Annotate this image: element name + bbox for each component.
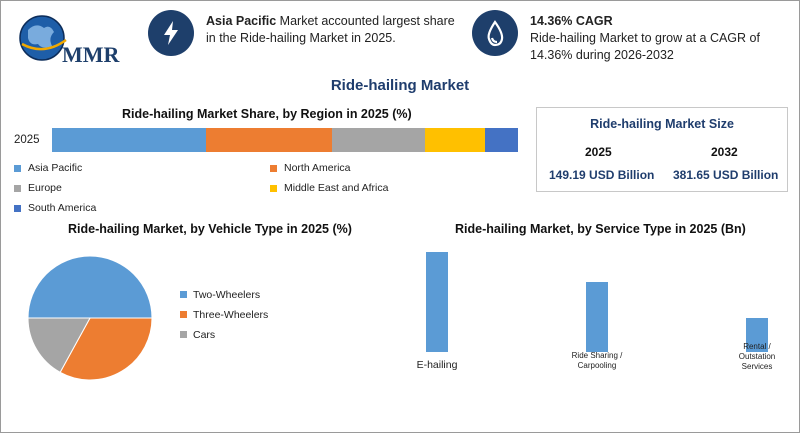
mmr-logo: MMR <box>14 10 129 72</box>
market-size-year-2025: 2025 <box>585 145 612 159</box>
region-year-label: 2025 <box>14 134 40 146</box>
market-size-value-2025: 149.19 USD Billion <box>549 168 655 182</box>
market-size-year-2032: 2032 <box>711 145 738 159</box>
region-legend-middle-east-and-africa: Middle East and Africa <box>270 182 388 194</box>
highlight-region-text: Asia Pacific Market accounted largest sh… <box>206 13 466 47</box>
highlight-cagr-text: 14.36% CAGR Ride-hailing Market to grow a… <box>530 13 790 64</box>
market-size-title: Ride-hailing Market Size <box>590 117 734 131</box>
legend-label: Asia Pacific <box>28 162 83 174</box>
highlight-region-bold: Asia Pacific <box>206 14 277 28</box>
highlight-cagr: 14.36% CAGR Ride-hailing Market to grow a… <box>472 10 792 62</box>
region-segment-asia-pacific <box>52 128 206 152</box>
region-stacked-bar <box>52 128 518 152</box>
market-size-value-2032: 381.65 USD Billion <box>673 168 779 182</box>
drop-icon <box>472 10 518 56</box>
legend-label: South America <box>28 202 97 214</box>
highlight-cagr-body: Ride-hailing Market to grow at a CAGR of… <box>530 31 760 62</box>
region-legend-europe: Europe <box>14 182 62 194</box>
legend-swatch <box>14 184 21 192</box>
region-chart-title: Ride-hailing Market Share, by Region in … <box>122 107 412 121</box>
main-title: Ride-hailing Market <box>330 77 470 94</box>
market-size-box: Ride-hailing Market Size 2025 2032 149.1… <box>536 107 788 192</box>
region-segment-europe <box>331 128 425 152</box>
legend-swatch <box>270 184 277 192</box>
service-chart-title: Ride-hailing Market, by Service Type in … <box>455 222 746 236</box>
legend-swatch <box>14 164 21 172</box>
highlight-region: Asia Pacific Market accounted largest sh… <box>148 10 468 60</box>
legend-swatch <box>270 164 277 172</box>
lightning-icon <box>148 10 194 56</box>
legend-swatch <box>14 204 21 212</box>
legend-label: Europe <box>28 182 62 194</box>
logo-text: MMR <box>62 42 121 67</box>
region-legend-north-america: North America <box>270 162 351 174</box>
region-segment-north-america <box>205 128 332 152</box>
region-legend-asia-pacific: Asia Pacific <box>14 162 82 174</box>
vehicle-chart-title: Ride-hailing Market, by Vehicle Type in … <box>68 222 352 236</box>
legend-label: Middle East and Africa <box>284 182 389 194</box>
highlight-cagr-bold: 14.36% CAGR <box>530 14 613 28</box>
region-legend-south-america: South America <box>14 202 96 214</box>
region-segment-middle-east-and-africa <box>424 128 486 152</box>
legend-label: North America <box>284 162 351 174</box>
highlight-region-body: Market accounted largest share in the Ri… <box>206 14 455 45</box>
region-segment-south-america <box>485 128 518 152</box>
